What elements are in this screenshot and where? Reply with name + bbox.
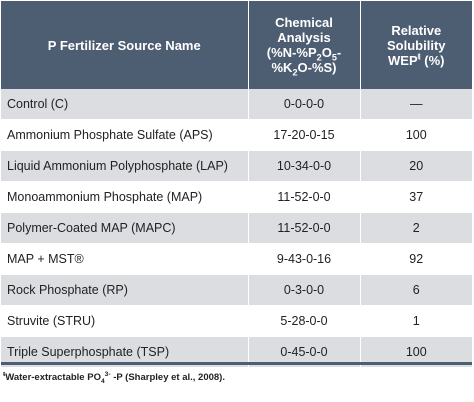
header-chem-sub3: 2 bbox=[292, 67, 298, 78]
table-row: Ammonium Phosphate Sulfate (APS) 17-20-0… bbox=[1, 119, 472, 151]
header-chem-line4a: %K bbox=[271, 60, 293, 75]
header-chem-sub2: 5 bbox=[331, 52, 337, 63]
cell-source-name: Triple Superphosphate (TSP) bbox=[1, 336, 249, 367]
header-chem-line4b: O-%S) bbox=[297, 60, 337, 75]
header-chem-line3a: (%N-%P bbox=[266, 45, 317, 60]
table-row: Rock Phosphate (RP) 0-3-0-0 6 bbox=[1, 274, 472, 306]
header-sol-sup: ŧ bbox=[417, 51, 421, 62]
cell-source-name: Polymer-Coated MAP (MAPC) bbox=[1, 212, 249, 244]
cell-source-name: Rock Phosphate (RP) bbox=[1, 274, 249, 306]
table-bottom-rule bbox=[1, 362, 472, 365]
footnote-text-a: Water-extractable PO bbox=[5, 372, 101, 383]
fertilizer-table: P Fertilizer Source Name Chemical Analys… bbox=[1, 1, 472, 367]
table-row: Monoammonium Phosphate (MAP) 11-52-0-0 3… bbox=[1, 181, 472, 213]
cell-solubility: 1 bbox=[360, 305, 472, 337]
cell-analysis: 5-28-0-0 bbox=[248, 305, 361, 337]
header-chem-line3c: - bbox=[336, 45, 342, 60]
header-source-name: P Fertilizer Source Name bbox=[1, 1, 249, 89]
table-row: MAP + MST® 9-43-0-16 92 bbox=[1, 243, 472, 275]
header-chem-line3b: O bbox=[321, 45, 332, 60]
cell-solubility: 92 bbox=[360, 243, 472, 275]
cell-solubility: 6 bbox=[360, 274, 472, 306]
footnote-mark: ŧ bbox=[3, 370, 6, 378]
table-row: Liquid Ammonium Polyphosphate (LAP) 10-3… bbox=[1, 150, 472, 182]
header-sol-line3a: WEP bbox=[388, 52, 418, 68]
footnote: ŧWater-extractable PO43- -P (Sharpley et… bbox=[3, 370, 225, 385]
footnote-sub: 4 bbox=[100, 377, 105, 385]
header-sol-line3b: (%) bbox=[420, 52, 445, 68]
cell-source-name: Liquid Ammonium Polyphosphate (LAP) bbox=[1, 150, 249, 182]
cell-analysis: 17-20-0-15 bbox=[248, 119, 361, 151]
table-row: Polymer-Coated MAP (MAPC) 11-52-0-0 2 bbox=[1, 212, 472, 244]
header-chemical-analysis: Chemical Analysis (%N-%P2O5- %K2O-%S) bbox=[248, 1, 361, 89]
cell-analysis: 10-34-0-0 bbox=[248, 150, 361, 182]
table-row: Struvite (STRU) 5-28-0-0 1 bbox=[1, 305, 472, 337]
cell-analysis: 0-3-0-0 bbox=[248, 274, 361, 306]
footnote-text-b: -P (Sharpley et al., 2008). bbox=[110, 372, 225, 383]
header-chem-line1: Chemical bbox=[275, 15, 333, 30]
cell-source-name: Monoammonium Phosphate (MAP) bbox=[1, 181, 249, 213]
cell-source-name: Struvite (STRU) bbox=[1, 305, 249, 337]
table-row: Control (C) 0-0-0-0 — bbox=[1, 89, 472, 120]
table-row: Triple Superphosphate (TSP) 0-45-0-0 100 bbox=[1, 336, 472, 367]
header-chem-sub1: 2 bbox=[316, 52, 322, 63]
cell-analysis: 11-52-0-0 bbox=[248, 212, 361, 244]
cell-analysis: 9-43-0-16 bbox=[248, 243, 361, 275]
cell-solubility: 2 bbox=[360, 212, 472, 244]
cell-source-name: Ammonium Phosphate Sulfate (APS) bbox=[1, 119, 249, 151]
cell-source-name: Control (C) bbox=[1, 89, 249, 120]
cell-solubility: — bbox=[360, 89, 472, 120]
cell-solubility: 37 bbox=[360, 181, 472, 213]
cell-source-name: MAP + MST® bbox=[1, 243, 249, 275]
table-header-row: P Fertilizer Source Name Chemical Analys… bbox=[1, 1, 472, 89]
header-chem-line2: Analysis bbox=[277, 30, 331, 45]
cell-analysis: 11-52-0-0 bbox=[248, 181, 361, 213]
cell-solubility: 100 bbox=[360, 336, 472, 367]
cell-solubility: 20 bbox=[360, 150, 472, 182]
cell-solubility: 100 bbox=[360, 119, 472, 151]
footnote-sup: 3- bbox=[104, 370, 111, 378]
header-sol-line1: Relative bbox=[391, 22, 442, 38]
cell-analysis: 0-45-0-0 bbox=[248, 336, 361, 367]
cell-analysis: 0-0-0-0 bbox=[248, 89, 361, 120]
header-sol-line2: Solubility bbox=[387, 37, 446, 53]
header-relative-solubility: Relative Solubility WEPŧ (%) bbox=[360, 1, 472, 89]
